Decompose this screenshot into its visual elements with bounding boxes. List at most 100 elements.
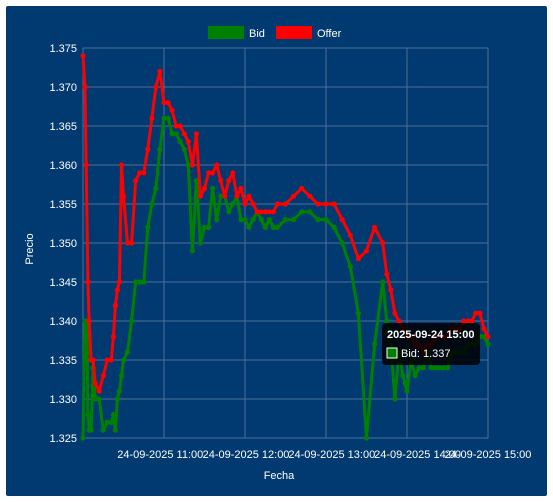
data-point-bid[interactable] bbox=[120, 357, 127, 363]
data-point-bid[interactable] bbox=[372, 341, 378, 347]
data-point-offer[interactable] bbox=[120, 193, 127, 199]
data-point-offer[interactable] bbox=[384, 271, 390, 277]
data-point-offer[interactable] bbox=[250, 201, 256, 207]
data-point-bid[interactable] bbox=[129, 318, 135, 324]
data-point-bid[interactable] bbox=[157, 146, 163, 152]
data-point-offer[interactable] bbox=[477, 310, 483, 316]
data-point-offer[interactable] bbox=[165, 100, 171, 106]
data-point-bid[interactable] bbox=[137, 279, 143, 285]
data-point-bid[interactable] bbox=[201, 224, 208, 230]
data-point-offer[interactable] bbox=[161, 100, 167, 106]
data-point-offer[interactable] bbox=[197, 193, 203, 199]
data-point-bid[interactable] bbox=[185, 162, 191, 168]
data-point-offer[interactable] bbox=[469, 318, 475, 324]
data-point-bid[interactable] bbox=[402, 380, 408, 386]
data-point-offer[interactable] bbox=[185, 139, 191, 145]
data-point-bid[interactable] bbox=[242, 217, 248, 223]
data-point-bid[interactable] bbox=[197, 240, 203, 246]
data-point-offer[interactable] bbox=[234, 193, 240, 199]
data-point-bid[interactable] bbox=[83, 349, 89, 355]
data-point-bid[interactable] bbox=[118, 373, 125, 379]
data-point-bid[interactable] bbox=[250, 217, 256, 223]
data-point-bid[interactable] bbox=[96, 396, 102, 402]
data-point-bid[interactable] bbox=[392, 396, 398, 402]
data-point-bid[interactable] bbox=[299, 209, 305, 215]
data-point-offer[interactable] bbox=[169, 107, 175, 113]
data-point-offer[interactable] bbox=[461, 318, 467, 324]
data-point-offer[interactable] bbox=[465, 318, 471, 324]
data-point-bid[interactable] bbox=[145, 224, 151, 230]
data-point-bid[interactable] bbox=[380, 279, 386, 285]
data-point-offer[interactable] bbox=[90, 357, 96, 363]
data-point-offer[interactable] bbox=[85, 279, 91, 285]
data-point-offer[interactable] bbox=[323, 201, 329, 207]
data-point-bid[interactable] bbox=[355, 310, 361, 316]
data-point-offer[interactable] bbox=[189, 162, 195, 168]
data-point-offer[interactable] bbox=[222, 193, 228, 199]
data-point-offer[interactable] bbox=[339, 217, 345, 223]
data-point-bid[interactable] bbox=[420, 365, 426, 371]
data-point-bid[interactable] bbox=[177, 139, 183, 145]
data-point-bid[interactable] bbox=[141, 279, 147, 285]
data-point-offer[interactable] bbox=[246, 193, 252, 199]
data-point-offer[interactable] bbox=[193, 131, 199, 137]
data-point-offer[interactable] bbox=[114, 287, 120, 293]
data-point-offer[interactable] bbox=[331, 201, 337, 207]
data-point-offer[interactable] bbox=[145, 146, 151, 152]
data-point-bid[interactable] bbox=[161, 115, 167, 121]
data-point-offer[interactable] bbox=[347, 232, 353, 238]
data-point-bid[interactable] bbox=[108, 419, 114, 425]
data-point-offer[interactable] bbox=[206, 170, 212, 176]
data-point-offer[interactable] bbox=[96, 388, 102, 394]
legend-label-offer[interactable]: Offer bbox=[317, 28, 342, 40]
data-point-offer[interactable] bbox=[315, 201, 321, 207]
data-point-offer[interactable] bbox=[291, 193, 297, 199]
data-point-offer[interactable] bbox=[100, 373, 106, 379]
data-point-offer[interactable] bbox=[388, 287, 394, 293]
data-point-bid[interactable] bbox=[100, 427, 106, 433]
data-point-offer[interactable] bbox=[80, 53, 86, 59]
data-point-offer[interactable] bbox=[86, 318, 92, 324]
data-point-offer[interactable] bbox=[485, 334, 491, 340]
data-point-offer[interactable] bbox=[116, 279, 122, 285]
data-point-offer[interactable] bbox=[270, 209, 276, 215]
data-point-bid[interactable] bbox=[246, 224, 252, 230]
data-point-bid[interactable] bbox=[110, 412, 116, 418]
data-point-offer[interactable] bbox=[299, 185, 305, 191]
data-point-bid[interactable] bbox=[214, 217, 220, 223]
data-point-bid[interactable] bbox=[347, 263, 353, 269]
data-point-bid[interactable] bbox=[230, 201, 236, 207]
data-point-bid[interactable] bbox=[189, 248, 195, 254]
data-point-bid[interactable] bbox=[173, 131, 179, 137]
data-point-offer[interactable] bbox=[396, 318, 402, 324]
data-point-offer[interactable] bbox=[238, 185, 244, 191]
data-point-bid[interactable] bbox=[92, 396, 98, 402]
data-point-bid[interactable] bbox=[270, 224, 276, 230]
data-point-bid[interactable] bbox=[339, 240, 345, 246]
data-point-bid[interactable] bbox=[80, 435, 86, 441]
data-point-offer[interactable] bbox=[274, 201, 280, 207]
data-point-offer[interactable] bbox=[210, 170, 216, 176]
data-point-offer[interactable] bbox=[392, 310, 398, 316]
data-point-offer[interactable] bbox=[372, 224, 378, 230]
data-point-offer[interactable] bbox=[83, 162, 89, 168]
data-point-offer[interactable] bbox=[153, 84, 159, 90]
data-point-bid[interactable] bbox=[400, 373, 406, 379]
data-point-bid[interactable] bbox=[262, 224, 268, 230]
data-point-offer[interactable] bbox=[108, 357, 114, 363]
data-point-offer[interactable] bbox=[262, 209, 268, 215]
data-point-offer[interactable] bbox=[473, 310, 479, 316]
data-point-offer[interactable] bbox=[149, 115, 155, 121]
data-point-offer[interactable] bbox=[118, 162, 125, 168]
data-point-bid[interactable] bbox=[210, 185, 216, 191]
data-point-offer[interactable] bbox=[254, 209, 260, 215]
data-point-offer[interactable] bbox=[380, 240, 386, 246]
data-point-bid[interactable] bbox=[428, 365, 434, 371]
data-point-bid[interactable] bbox=[436, 365, 442, 371]
data-point-offer[interactable] bbox=[230, 170, 236, 176]
data-point-bid[interactable] bbox=[274, 224, 280, 230]
data-point-bid[interactable] bbox=[416, 365, 422, 371]
legend[interactable]: Bid Offer bbox=[208, 26, 342, 40]
data-point-bid[interactable] bbox=[206, 224, 212, 230]
data-point-bid[interactable] bbox=[363, 435, 370, 441]
